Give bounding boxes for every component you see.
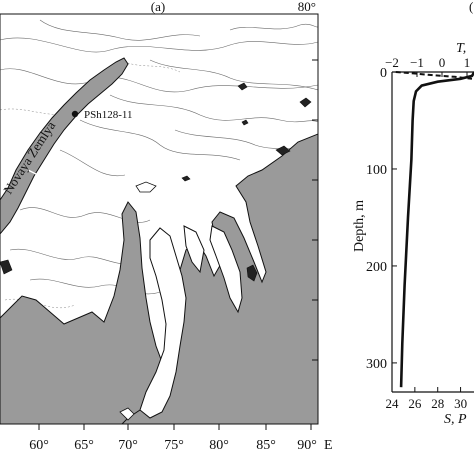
map-panel-label: (a) — [151, 0, 165, 14]
y-tick-label: 100 — [366, 163, 387, 178]
bottom-x-tick-label: 28 — [431, 396, 444, 411]
ob-gulf — [139, 227, 187, 419]
bottom-x-tick-label: 26 — [408, 396, 422, 411]
top-x-tick-label: −2 — [385, 55, 399, 70]
yenisei-gulf — [209, 225, 243, 314]
lon-tick-65: 65° — [74, 438, 94, 453]
bely-island-coast — [119, 407, 135, 421]
lon-tick-90: 90° — [297, 438, 317, 453]
top-x-tick-label: −1 — [410, 55, 424, 70]
map-right-ticks — [312, 59, 318, 361]
temperature-profile-line — [395, 71, 473, 80]
white-island — [135, 181, 157, 193]
mainland — [0, 133, 318, 424]
taz-bay — [183, 225, 205, 274]
profile-panel: ( T, S, P Depth, m 0 100 200 300 −2 −1 0 1 24 2… — [352, 0, 474, 427]
lon-tick-85: 85° — [256, 438, 276, 453]
top-x-tick-label: 1 — [464, 55, 471, 70]
y-axis-label: Depth, m — [352, 200, 367, 252]
y-tick-label: 200 — [366, 260, 387, 275]
y-tick-label: 0 — [380, 66, 387, 81]
lon-tick-70: 70° — [118, 438, 138, 453]
novaya-zemlya-island — [0, 57, 129, 235]
matochkin-shar-strait — [27, 169, 41, 177]
station-marker — [71, 110, 79, 118]
small-islands — [0, 82, 312, 282]
right-lat-label-1: 80° — [298, 0, 316, 14]
map-frame — [0, 13, 319, 425]
lon-unit: E — [324, 438, 333, 453]
top-x-tick-label: 0 — [439, 55, 446, 70]
top-axis-label: T, — [456, 41, 466, 56]
salinity-profile-line — [399, 71, 474, 388]
profile-panel-label: ( — [469, 0, 473, 14]
y-tick-label: 300 — [366, 357, 387, 372]
map-bottom-ticks — [38, 424, 312, 430]
lon-tick-75: 75° — [164, 438, 184, 453]
bottom-axis-label: S, P — [444, 412, 467, 427]
lon-tick-60: 60° — [29, 438, 49, 453]
map-panel: (a) 80° Novaya Zemlya PSh128-11 60° 65° … — [0, 0, 333, 453]
bottom-x-tick-label: 30 — [454, 396, 467, 411]
bottom-x-tick-label: 24 — [386, 396, 400, 411]
lon-tick-80: 80° — [209, 438, 229, 453]
station-label: PSh128-11 — [84, 109, 133, 121]
